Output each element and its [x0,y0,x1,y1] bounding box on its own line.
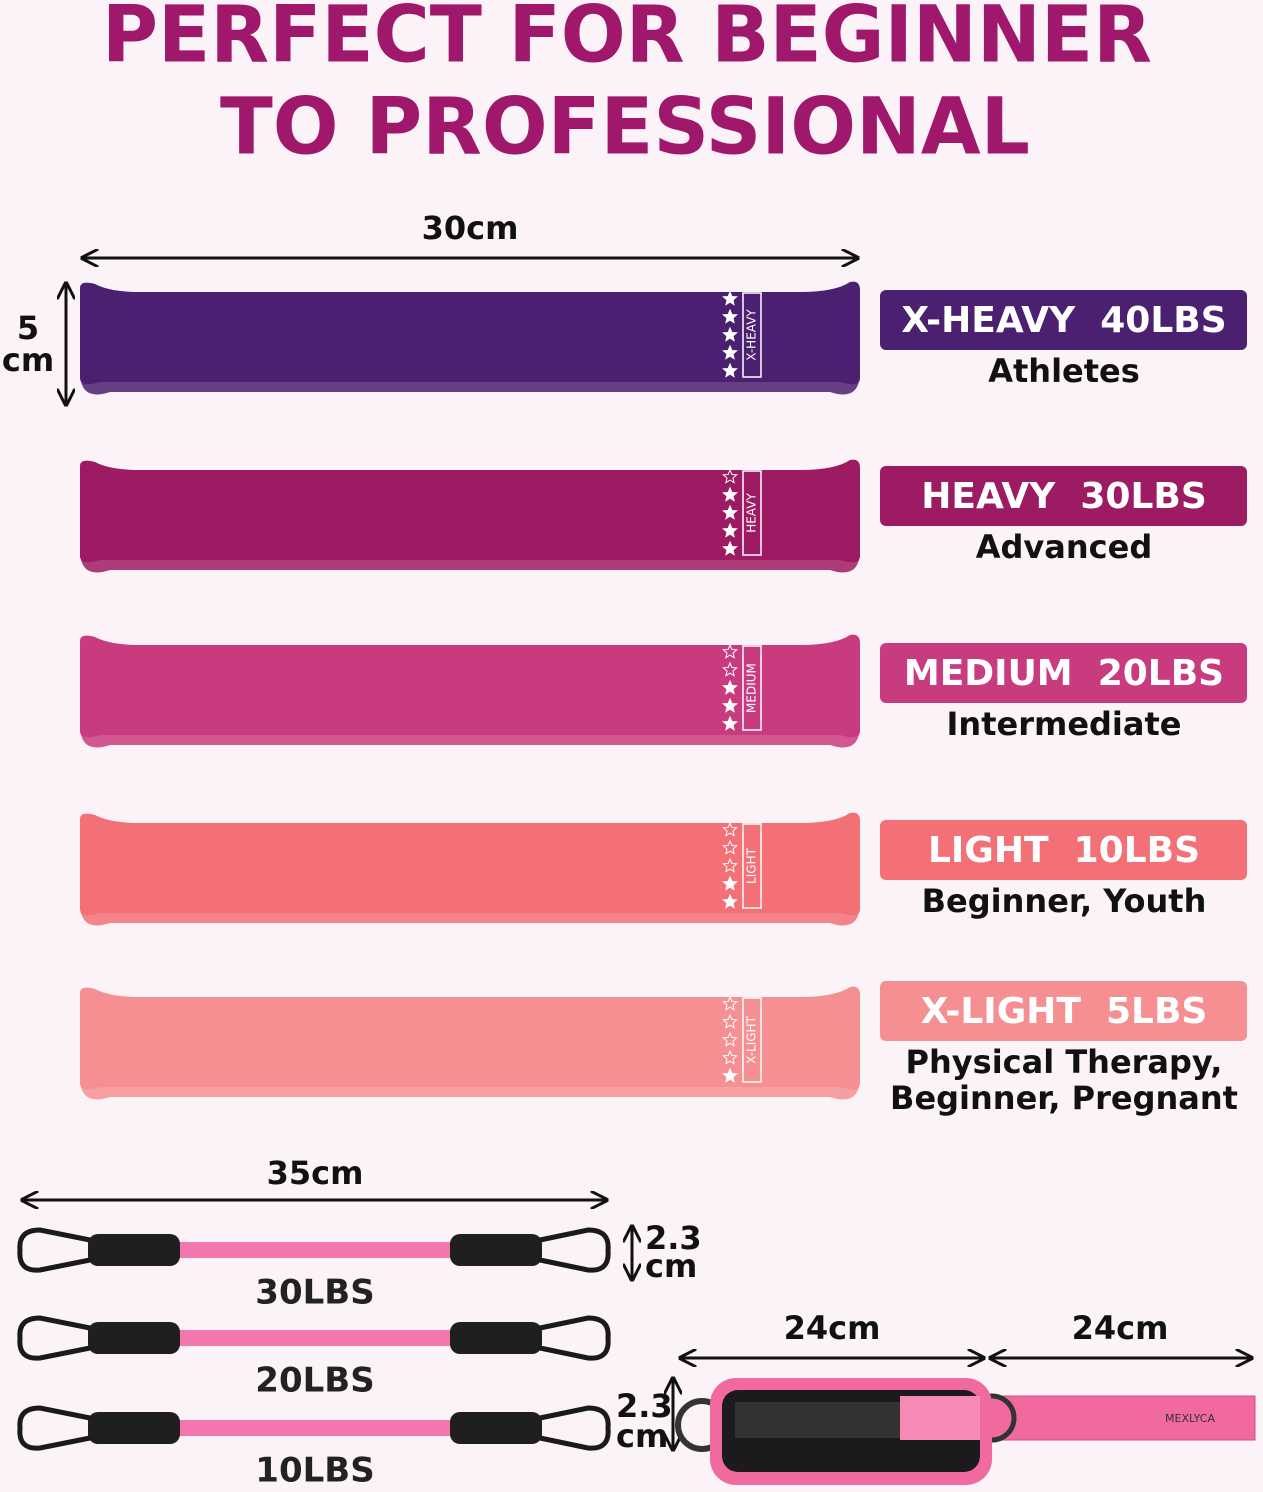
dimension-label: 35cm [267,1154,364,1192]
star [722,308,738,324]
band [80,812,860,916]
star [722,540,738,556]
star [722,362,738,378]
dimension-label: cm [2,341,54,379]
carabiner [17,1315,91,1361]
user-level: Athletes [988,352,1140,390]
weight-badge [880,466,1247,526]
band-label: X-LIGHT [745,1015,759,1064]
tubes: 30LBS 20LBS 10LBS [17,1227,611,1491]
dimension-label: 2.3 [616,1387,673,1425]
carabiner [539,1227,611,1273]
star [722,1049,738,1065]
star [722,1013,738,1029]
star [722,290,738,306]
dimension-label: 2.3 [645,1219,702,1257]
star [722,697,738,713]
user-level: Advanced [976,528,1152,566]
band-label: LIGHT [745,847,759,884]
band-label: HEAVY [745,493,759,533]
star [722,995,738,1011]
weight-badge [880,820,1247,880]
ankle-strap: MEXLYCA [675,1378,1256,1485]
dimension-label: 30cm [422,209,519,247]
star [722,661,738,677]
dimension-label: 24cm [784,1309,881,1347]
handle [88,1322,180,1354]
star [722,326,738,342]
user-level: Beginner, Pregnant [890,1079,1238,1117]
handle [88,1412,180,1444]
dimension-label: cm [645,1247,697,1285]
tube-weight: 30LBS [255,1273,374,1313]
weight-badge-text: MEDIUM 20LBS [904,653,1224,694]
user-level: Intermediate [947,705,1182,743]
brand: MEXLYCA [1165,1412,1215,1425]
dimension-label: cm [616,1417,668,1455]
strap [989,1395,1256,1441]
band [80,634,860,738]
band-label-box [742,823,762,909]
band-label: X-HEAVY [745,309,759,361]
weight-badge-text: X-LIGHT 5LBS [921,991,1208,1032]
user-level: Physical Therapy, [906,1043,1223,1081]
star [722,857,738,873]
tube-weight: 10LBS [255,1451,374,1491]
cuff-tab [900,1396,980,1440]
band [80,459,860,563]
star [722,893,738,909]
handle [450,1322,542,1354]
velcro [735,1402,900,1438]
star [722,522,738,538]
weight-badge-text: HEAVY 30LBS [921,476,1207,517]
handle [88,1234,180,1266]
star [722,1031,738,1047]
dimension-label: 5 [17,309,39,347]
handle [450,1412,542,1444]
user-level: Beginner, Youth [922,882,1207,920]
weight-badge-text: X-HEAVY 40LBS [901,300,1226,341]
tube [175,1242,455,1258]
title-line: TO PROFESSIONAL [220,82,1030,172]
band [80,281,860,385]
star [722,839,738,855]
band-label: MEDIUM [745,663,759,713]
carabiner [539,1315,611,1361]
title-line: PERFECT FOR BEGINNER [102,0,1152,80]
band-label-box [742,997,762,1083]
star [722,821,738,837]
star [722,504,738,520]
tube [175,1420,455,1436]
weight-badge [880,643,1247,703]
star [722,875,738,891]
star [722,486,738,502]
dimension-label: 24cm [1072,1309,1169,1347]
band [80,986,860,1090]
weight-badge [880,981,1247,1041]
carabiner [17,1405,91,1451]
star [722,1067,738,1083]
band-label-box [742,470,762,556]
band-label-box [742,292,762,378]
star [722,468,738,484]
star [722,715,738,731]
star [722,679,738,695]
bands: X-HEAVY X-HEAVY 40LBS Athletes HEAVY HEAVY 3… [80,281,1247,1117]
tube-weight: 20LBS [255,1361,374,1401]
band-label-box [742,645,762,731]
star [722,344,738,360]
carabiner [539,1405,611,1451]
tube [175,1330,455,1346]
handle [450,1234,542,1266]
weight-badge-text: LIGHT 10LBS [928,830,1200,871]
weight-badge [880,290,1247,350]
carabiner [17,1227,91,1273]
star [722,643,738,659]
